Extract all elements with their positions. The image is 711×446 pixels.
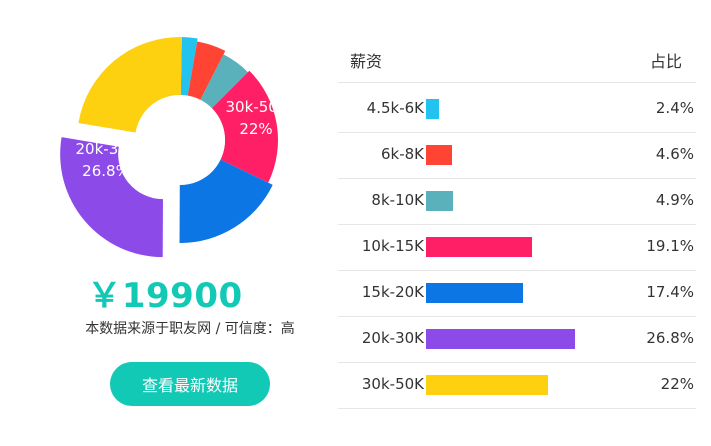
donut-label-pct: 26.8%	[82, 162, 130, 180]
share-bar	[426, 99, 440, 119]
donut-hole	[135, 95, 225, 185]
data-source-note: 本数据来源于职友网 / 可信度：高	[85, 321, 295, 337]
share-percent: 19.1%	[646, 237, 694, 255]
salary-range-label: 6k-8K	[380, 145, 424, 163]
share-percent: 4.6%	[655, 145, 694, 163]
share-percent: 17.4%	[646, 283, 694, 301]
share-bar	[426, 283, 523, 303]
share-bar	[426, 191, 454, 211]
table-row: 8k-10K 4.9%	[338, 179, 696, 225]
share-percent: 22%	[660, 375, 694, 393]
donut-label-30k-50k: 30k-50k 22%	[218, 96, 294, 140]
donut-label-range: 20k-30k	[75, 140, 137, 158]
donut-slice-2	[187, 41, 226, 100]
salary-range-label: 10k-15K	[361, 237, 424, 255]
share-bar	[426, 237, 532, 257]
salary-range-label: 8k-10K	[371, 191, 424, 209]
donut-slice-7	[78, 37, 182, 133]
table-row: 15k-20K 17.4%	[338, 271, 696, 317]
share-percent: 2.4%	[655, 99, 694, 117]
table-row: 4.5k-6K 2.4%	[338, 87, 696, 133]
donut-slice-5	[179, 159, 273, 243]
donut-slice-6	[60, 137, 163, 258]
salary-column-header: 薪资	[350, 52, 383, 71]
share-bar	[426, 329, 575, 349]
salary-range-label: 20k-30K	[361, 329, 424, 347]
share-bar	[426, 145, 452, 165]
table-row: 6k-8K 4.6%	[338, 133, 696, 179]
table-row: 10k-15K 19.1%	[338, 225, 696, 271]
table-row: 30k-50K 22%	[338, 363, 696, 409]
donut-slice-4	[211, 70, 278, 183]
view-latest-data-button[interactable]: 查看最新数据	[110, 362, 270, 406]
average-salary: ￥19900	[87, 276, 243, 316]
table-header: 薪资 占比	[338, 44, 696, 83]
share-percent: 26.8%	[646, 329, 694, 347]
salary-donut-chart	[60, 37, 278, 258]
donut-slice-1	[180, 37, 198, 96]
salary-range-label: 30k-50K	[361, 375, 424, 393]
salary-range-label: 15k-20K	[361, 283, 424, 301]
share-bar	[426, 375, 549, 395]
share-column-header: 占比	[649, 52, 682, 71]
donut-label-range: 30k-50k	[225, 98, 287, 116]
donut-slice-3	[200, 54, 248, 109]
donut-label-pct: 22%	[239, 120, 273, 138]
share-percent: 4.9%	[655, 191, 694, 209]
donut-label-20k-30k: 20k-30k 26.8%	[68, 138, 144, 182]
salary-range-label: 4.5k-6K	[366, 99, 424, 117]
table-row: 20k-30K 26.8%	[338, 317, 696, 363]
